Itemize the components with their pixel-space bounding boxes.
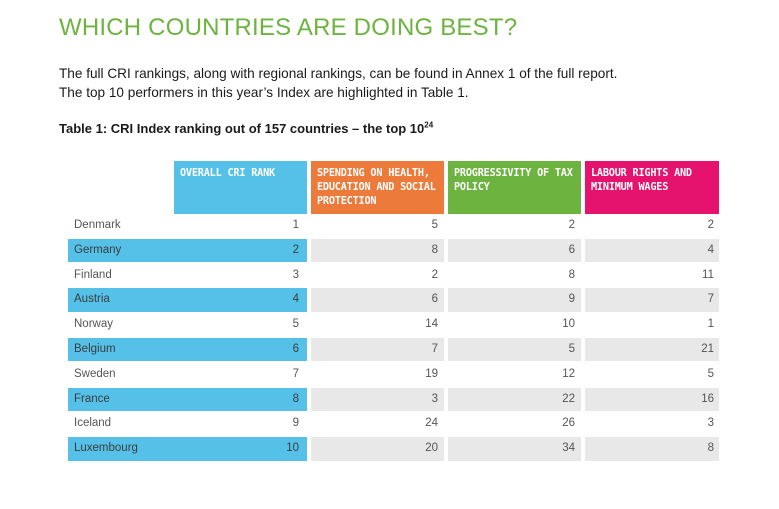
country-cell: Iceland (74, 417, 112, 430)
page-heading: WHICH COUNTRIES ARE DOING BEST? (59, 14, 518, 41)
overall-rank-cell: 7 (292, 367, 299, 380)
intro-line-2: The top 10 performers in this year’s Ind… (59, 85, 469, 100)
tax-rank-cell: 6 (448, 238, 581, 263)
spending-rank-cell: 19 (425, 367, 438, 380)
cri-ranking-table: OVERALL CRI RANK SPENDING ON HEALTH, EDU… (68, 161, 719, 462)
spending-rank-cell: 2 (431, 268, 438, 281)
column-header-overall-rank: OVERALL CRI RANK (174, 161, 307, 214)
table-row: Sweden 7 19 12 5 (68, 363, 719, 388)
overall-rank-cell: 1 (292, 219, 299, 231)
table-row: Norway 5 14 10 1 (68, 313, 719, 338)
table-row: Iceland 9 24 26 3 (68, 412, 719, 437)
labour-rank-cell: 1 (707, 318, 714, 331)
overall-rank-cell: 6 (174, 337, 307, 362)
spending-rank-cell: 14 (425, 318, 438, 331)
overall-rank-cell: 2 (174, 238, 307, 263)
labour-rank-cell: 5 (707, 367, 714, 380)
labour-rank-cell: 11 (702, 268, 714, 281)
labour-rank-cell: 21 (585, 337, 719, 362)
table-caption-text: Table 1: CRI Index ranking out of 157 co… (59, 121, 425, 136)
table-caption: Table 1: CRI Index ranking out of 157 co… (59, 121, 433, 136)
spending-rank-cell: 7 (311, 337, 444, 362)
column-header-tax-progressivity: PROGRESSIVITY OF TAX POLICY (448, 161, 581, 214)
table-row: France 8 3 22 16 (68, 387, 719, 413)
overall-rank-cell: 4 (174, 288, 307, 312)
table-row: Germany 2 8 6 4 (68, 238, 719, 264)
country-cell: Denmark (74, 219, 121, 231)
table-row: Austria 4 6 9 7 (68, 288, 719, 313)
country-cell: Finland (74, 268, 112, 281)
country-cell: Norway (74, 318, 113, 331)
column-header-spending: SPENDING ON HEALTH, EDUCATION AND SOCIAL… (311, 161, 444, 214)
tax-rank-cell: 26 (562, 417, 575, 430)
table-body: Denmark 1 5 2 2 Germany 2 8 6 4 Finland 3 2 8 11 Austri… (68, 214, 719, 462)
spending-rank-cell: 6 (311, 288, 444, 312)
labour-rank-cell: 16 (585, 387, 719, 412)
labour-rank-cell: 8 (585, 437, 719, 461)
spending-rank-cell: 20 (311, 437, 444, 461)
spending-rank-cell: 5 (431, 219, 438, 231)
labour-rank-cell: 4 (585, 238, 719, 263)
spending-rank-cell: 24 (425, 417, 438, 430)
column-header-labour-rights: LABOUR RIGHTS AND MINIMUM WAGES (585, 161, 719, 214)
labour-rank-cell: 2 (707, 219, 714, 231)
intro-line-1: The full CRI rankings, along with region… (59, 66, 618, 81)
intro-paragraph: The full CRI rankings, along with region… (59, 64, 759, 102)
spending-rank-cell: 8 (311, 238, 444, 263)
table-row: Finland 3 2 8 11 (68, 264, 719, 289)
table-row: Denmark 1 5 2 2 (68, 214, 719, 239)
tax-rank-cell: 12 (562, 367, 575, 380)
tax-rank-cell: 34 (448, 437, 581, 461)
tax-rank-cell: 22 (448, 387, 581, 412)
overall-rank-cell: 8 (174, 387, 307, 412)
tax-rank-cell: 2 (568, 219, 575, 231)
table-header-row: OVERALL CRI RANK SPENDING ON HEALTH, EDU… (68, 161, 719, 214)
overall-rank-cell: 3 (292, 268, 299, 281)
table-row: Belgium 6 7 5 21 (68, 337, 719, 363)
overall-rank-cell: 9 (292, 417, 299, 430)
country-cell: Sweden (74, 367, 116, 380)
tax-rank-cell: 8 (568, 268, 575, 281)
table-caption-footnote: 24 (424, 120, 434, 130)
spending-rank-cell: 3 (311, 387, 444, 412)
tax-rank-cell: 9 (448, 288, 581, 312)
labour-rank-cell: 3 (707, 417, 714, 430)
tax-rank-cell: 10 (562, 318, 575, 331)
overall-rank-cell: 5 (292, 318, 299, 331)
labour-rank-cell: 7 (585, 288, 719, 312)
table-row: Luxembourg 10 20 34 8 (68, 437, 719, 462)
overall-rank-cell: 10 (174, 437, 307, 461)
tax-rank-cell: 5 (448, 337, 581, 362)
